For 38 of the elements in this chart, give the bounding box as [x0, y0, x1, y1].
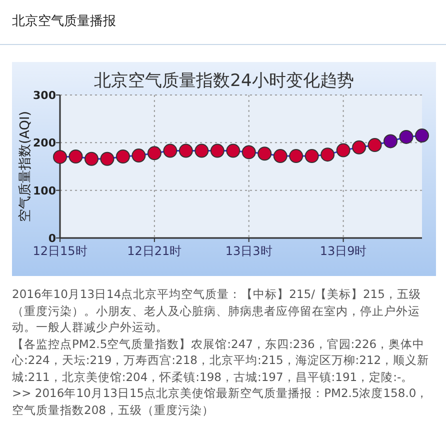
point [68, 149, 83, 164]
point [132, 148, 146, 163]
text: 2016年10月13日14点北京平均空气质量：【中标】215/【美标】215，五级（重度污染）。小朋友、老人及心脏病、肺病患者应停留在室内，停止户外运动。一般人群减少户外运动。 [12, 286, 422, 336]
text: >> 2016年10月13日15点北京美使馆最新空气质量播报：PM2.5浓度158.0，空气质量指数208，五级（重度污染） [12, 385, 430, 418]
y-tick-label: 100 [33, 184, 56, 198]
point [399, 130, 414, 144]
x-tick-label: 13日3时 [225, 244, 272, 258]
point [289, 149, 304, 164]
point [368, 138, 382, 152]
point [226, 144, 240, 158]
point [178, 144, 193, 158]
point [210, 144, 224, 158]
chart-title: 北京空气质量指数24小时变化趋势 [94, 71, 354, 91]
y-tick-label: 0 [48, 232, 56, 245]
x-tick-label: 12日15时 [32, 244, 88, 258]
point [84, 152, 98, 166]
point [147, 146, 162, 160]
point [163, 144, 178, 158]
point [53, 150, 67, 164]
text: 北京空气质量播报 [12, 13, 116, 30]
point [384, 134, 398, 148]
y-tick-label: 300 [33, 89, 56, 102]
y-axis-title: 空气质量指数(AQI) [18, 111, 33, 222]
point [415, 128, 429, 143]
x-tick-label: 13日9时 [320, 244, 367, 258]
point [116, 149, 130, 164]
text: 【各监控点PM2.5空气质量指数】农展馆:247，东四:236，官园:226，奥体中心:224，天坛:219，万寿西宫:218，北京平均:215，海淀区万柳:212，顺义新城:211，北京美使馆:204，怀柔镇:198，古城:197，昌平镇:191，定陵:-。 [12, 336, 430, 385]
y-tick-label: 200 [33, 136, 56, 150]
point [273, 149, 288, 164]
x-tick-label: 12日21时 [127, 244, 182, 258]
point [352, 140, 366, 154]
point [194, 144, 209, 158]
point [258, 146, 272, 161]
point [320, 148, 335, 162]
point [100, 152, 114, 166]
point [242, 145, 256, 160]
point [336, 143, 350, 158]
point [304, 149, 319, 164]
